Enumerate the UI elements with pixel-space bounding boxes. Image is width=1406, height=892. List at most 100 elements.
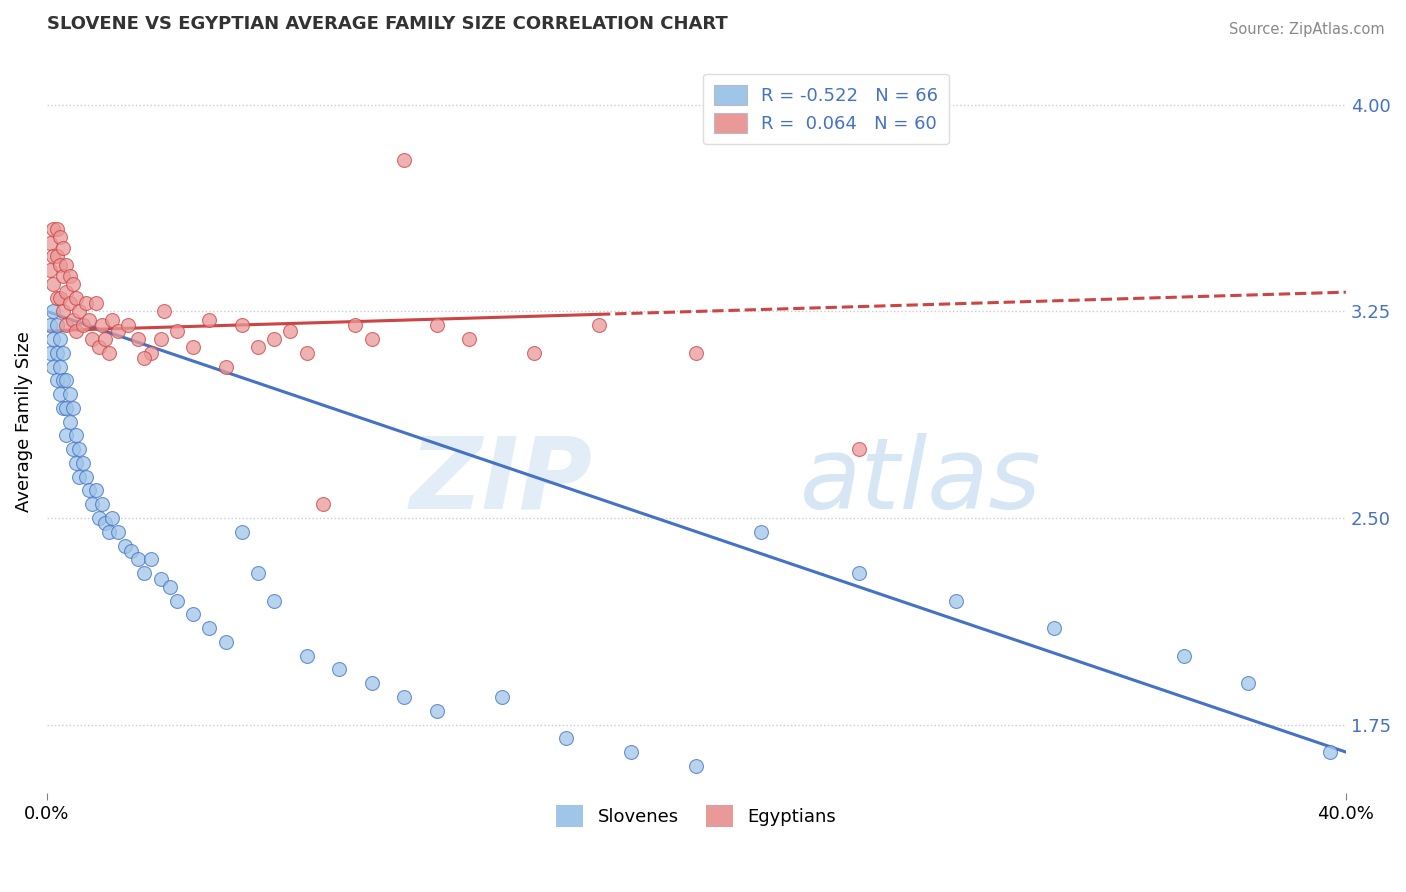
Point bbox=[97, 524, 120, 539]
Point bbox=[491, 690, 513, 704]
Point bbox=[42, 359, 65, 374]
Point bbox=[152, 304, 174, 318]
Point bbox=[295, 648, 318, 663]
Point bbox=[67, 442, 90, 457]
Point bbox=[166, 324, 188, 338]
Point bbox=[65, 428, 87, 442]
Point bbox=[101, 312, 124, 326]
Point bbox=[42, 304, 65, 318]
Point bbox=[62, 442, 84, 457]
Point bbox=[55, 373, 77, 387]
Point bbox=[181, 607, 204, 622]
Point bbox=[523, 345, 546, 359]
Point bbox=[181, 340, 204, 354]
Y-axis label: Average Family Size: Average Family Size bbox=[15, 331, 32, 512]
Point bbox=[59, 387, 82, 401]
Point bbox=[127, 552, 149, 566]
Point bbox=[77, 483, 100, 498]
Point bbox=[344, 318, 367, 333]
Point bbox=[39, 345, 62, 359]
Point bbox=[214, 359, 236, 374]
Point bbox=[246, 566, 269, 580]
Text: Source: ZipAtlas.com: Source: ZipAtlas.com bbox=[1229, 22, 1385, 37]
Point bbox=[55, 401, 77, 415]
Point bbox=[59, 415, 82, 429]
Point bbox=[214, 635, 236, 649]
Point bbox=[82, 332, 104, 346]
Point bbox=[328, 662, 350, 676]
Point bbox=[134, 351, 156, 366]
Point bbox=[77, 312, 100, 326]
Point bbox=[134, 566, 156, 580]
Point bbox=[72, 456, 94, 470]
Point bbox=[588, 318, 610, 333]
Point bbox=[45, 291, 67, 305]
Point bbox=[62, 312, 84, 326]
Point bbox=[84, 296, 107, 310]
Point bbox=[392, 690, 415, 704]
Point bbox=[198, 621, 221, 635]
Text: ZIP: ZIP bbox=[409, 433, 592, 530]
Point bbox=[62, 277, 84, 291]
Point bbox=[42, 249, 65, 263]
Point bbox=[107, 324, 129, 338]
Point bbox=[65, 456, 87, 470]
Text: atlas: atlas bbox=[800, 433, 1042, 530]
Point bbox=[166, 593, 188, 607]
Point bbox=[49, 359, 72, 374]
Point bbox=[114, 539, 136, 553]
Point bbox=[55, 318, 77, 333]
Point bbox=[685, 759, 707, 773]
Point bbox=[117, 318, 139, 333]
Point bbox=[91, 318, 114, 333]
Point bbox=[97, 345, 120, 359]
Point bbox=[1319, 745, 1341, 759]
Point bbox=[75, 469, 97, 483]
Point bbox=[94, 332, 117, 346]
Point bbox=[246, 340, 269, 354]
Point bbox=[87, 340, 110, 354]
Point bbox=[49, 387, 72, 401]
Point bbox=[101, 511, 124, 525]
Point bbox=[620, 745, 643, 759]
Point bbox=[42, 277, 65, 291]
Point bbox=[120, 544, 142, 558]
Text: SLOVENE VS EGYPTIAN AVERAGE FAMILY SIZE CORRELATION CHART: SLOVENE VS EGYPTIAN AVERAGE FAMILY SIZE … bbox=[46, 15, 728, 33]
Point bbox=[139, 552, 162, 566]
Point bbox=[312, 497, 335, 511]
Point bbox=[52, 345, 75, 359]
Point bbox=[45, 249, 67, 263]
Point bbox=[458, 332, 481, 346]
Point bbox=[39, 318, 62, 333]
Point bbox=[49, 230, 72, 244]
Point bbox=[159, 580, 181, 594]
Point bbox=[360, 332, 382, 346]
Point bbox=[45, 318, 67, 333]
Point bbox=[107, 524, 129, 539]
Point bbox=[55, 428, 77, 442]
Point bbox=[848, 442, 870, 457]
Point bbox=[280, 324, 302, 338]
Point bbox=[59, 296, 82, 310]
Point bbox=[198, 312, 221, 326]
Point bbox=[94, 516, 117, 531]
Point bbox=[45, 222, 67, 236]
Point bbox=[52, 304, 75, 318]
Point bbox=[42, 332, 65, 346]
Point bbox=[65, 291, 87, 305]
Point bbox=[149, 332, 172, 346]
Point bbox=[55, 258, 77, 272]
Point bbox=[1173, 648, 1195, 663]
Point bbox=[426, 704, 449, 718]
Point bbox=[45, 373, 67, 387]
Point bbox=[52, 401, 75, 415]
Legend: Slovenes, Egyptians: Slovenes, Egyptians bbox=[547, 797, 845, 837]
Point bbox=[45, 345, 67, 359]
Point bbox=[1237, 676, 1260, 690]
Point bbox=[55, 285, 77, 300]
Point bbox=[685, 345, 707, 359]
Point bbox=[75, 296, 97, 310]
Point bbox=[62, 401, 84, 415]
Point bbox=[127, 332, 149, 346]
Point bbox=[42, 222, 65, 236]
